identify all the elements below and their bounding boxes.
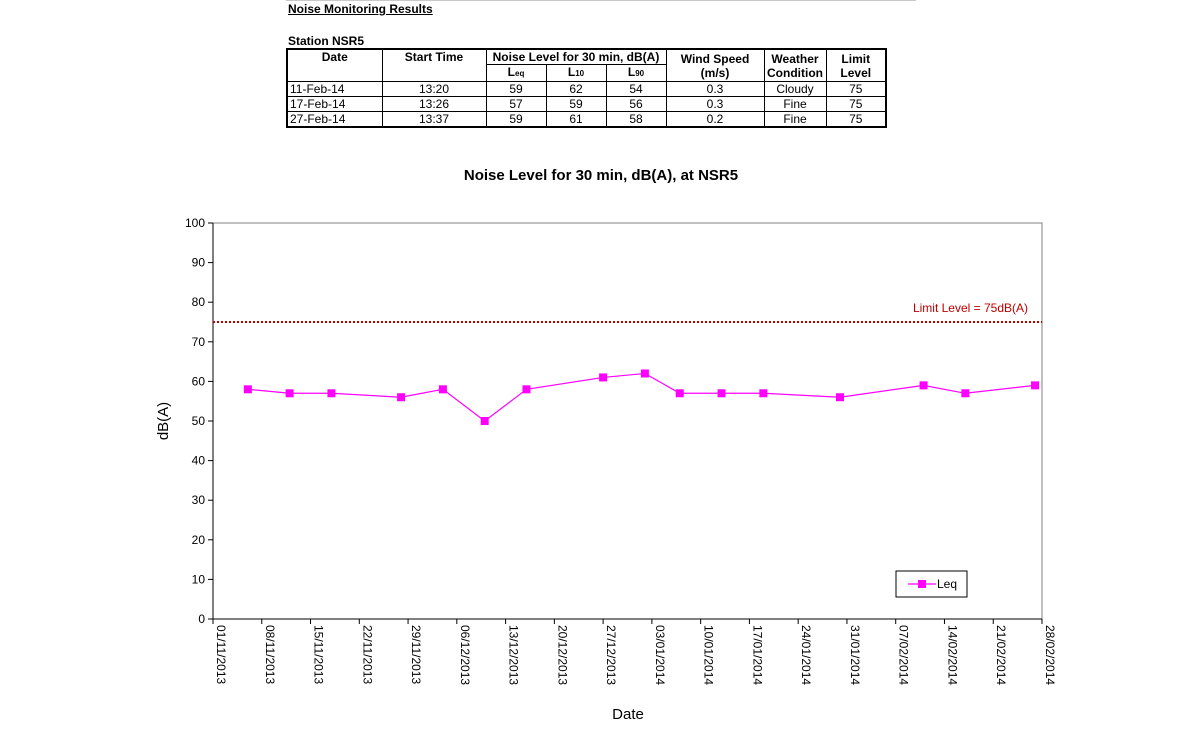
cell-l10: 61	[545, 111, 607, 128]
data-point	[480, 417, 489, 425]
table-subheader-row: Leq L10 L90	[287, 64, 886, 82]
x-tick-label: 22/11/2013	[360, 625, 374, 684]
y-tick-label: 30	[192, 493, 206, 507]
cell-wind: 0.3	[665, 96, 765, 112]
wind-unit-label: (m/s)	[700, 65, 730, 80]
plot-area	[212, 222, 1043, 620]
y-tick-label: 0	[198, 612, 205, 626]
data-point	[640, 369, 649, 378]
report-heading: Noise Monitoring Results	[288, 2, 433, 16]
l90-label: L	[627, 65, 636, 79]
y-tick-label: 20	[192, 533, 206, 547]
weather-label: Weather	[771, 51, 819, 66]
data-point	[961, 389, 970, 398]
data-point	[717, 389, 726, 398]
cell-weather: Fine	[763, 111, 827, 128]
x-tick-label: 06/12/2013	[458, 625, 472, 685]
l10-subscript: 10	[575, 69, 585, 78]
y-tick-label: 70	[192, 335, 206, 349]
x-tick-label: 08/11/2013	[263, 625, 277, 684]
data-point	[243, 385, 252, 394]
x-axis-title: Date	[612, 706, 644, 723]
x-tick-label: 27/12/2013	[604, 625, 618, 685]
cell-l90: 56	[605, 96, 667, 112]
x-tick-label: 10/01/2014	[702, 625, 716, 685]
report-section: Noise Monitoring Results Station NSR5 Da…	[286, 0, 916, 128]
results-table: Date Start Time Noise Level for 30 min, …	[286, 48, 887, 128]
x-tick-label: 13/12/2013	[507, 625, 521, 685]
y-tick-label: 90	[192, 256, 206, 270]
x-tick-label: 14/02/2014	[945, 625, 959, 685]
x-tick-label: 29/11/2013	[409, 625, 423, 684]
l10-label: L	[567, 65, 576, 79]
cell-wind: 0.3	[665, 81, 765, 97]
y-tick-label: 10	[192, 572, 206, 586]
table-row: 17-Feb-14 13:26 57 59 56 0.3 Fine 75	[286, 96, 887, 112]
cell-time: 13:26	[381, 96, 487, 112]
start-time-header: Start Time	[381, 48, 487, 82]
chart-title: Noise Level for 30 min, dB(A), at NSR5	[463, 167, 739, 184]
cell-leq: 59	[485, 111, 547, 128]
x-tick-label: 03/01/2014	[653, 625, 667, 685]
x-tick-label: 20/12/2013	[555, 625, 569, 685]
x-tick-label: 31/01/2014	[848, 625, 862, 685]
y-axis-title: dB(A)	[155, 402, 172, 440]
cell-limit: 75	[825, 81, 887, 97]
data-point	[397, 393, 406, 402]
data-point	[285, 389, 294, 398]
wind-speed-header: Wind Speed (m/s)	[665, 48, 765, 82]
series-line-leq	[247, 372, 1036, 422]
table-row: 27-Feb-14 13:37 59 61 58 0.2 Fine 75	[286, 111, 887, 128]
legend-marker	[918, 580, 926, 588]
data-point	[919, 381, 928, 390]
data-point	[675, 389, 684, 398]
station-label: Station NSR5	[288, 34, 365, 48]
l90-subscript: 90	[635, 69, 645, 78]
cell-limit: 75	[825, 96, 887, 112]
condition-label: Condition	[767, 65, 823, 80]
data-point	[438, 385, 447, 394]
x-tick-label: 17/01/2014	[750, 625, 764, 685]
data-point	[599, 373, 608, 382]
cell-date: 17-Feb-14	[286, 96, 383, 112]
data-point	[759, 389, 768, 398]
x-tick-label: 15/11/2013	[312, 625, 326, 684]
top-divider	[286, 0, 916, 1]
limit-label: Limit	[841, 51, 871, 66]
x-tick-label: 07/02/2014	[897, 625, 911, 685]
x-tick-label: 28/02/2014	[1043, 625, 1057, 685]
data-point	[327, 389, 336, 398]
leq-label: L	[507, 65, 515, 79]
cell-time: 13:37	[381, 111, 487, 128]
cell-weather: Fine	[763, 96, 827, 112]
data-point	[1031, 381, 1040, 390]
y-tick-label: 80	[192, 295, 206, 309]
cell-l90: 54	[605, 81, 667, 97]
wind-speed-label: Wind Speed	[680, 51, 750, 66]
legend-label: Leq	[937, 577, 957, 591]
cell-leq: 59	[485, 81, 547, 97]
cell-date: 27-Feb-14	[286, 111, 383, 128]
x-tick-label: 24/01/2014	[799, 625, 813, 685]
date-header: Date	[286, 48, 383, 82]
y-tick-label: 40	[192, 454, 206, 468]
cell-wind: 0.2	[665, 111, 765, 128]
y-tick-label: 60	[192, 374, 206, 388]
x-tick-label: 21/02/2014	[994, 625, 1008, 685]
table-header-row: Date Start Time Noise Level for 30 min, …	[286, 48, 887, 82]
level-label: Level	[840, 65, 872, 80]
y-tick-label: 100	[185, 216, 205, 230]
limit-label: Limit Level = 75dB(A)	[913, 301, 1028, 315]
leq-subscript: eq	[515, 69, 525, 78]
y-tick-label: 50	[192, 414, 206, 428]
x-tick-label: 01/11/2013	[214, 625, 228, 684]
data-point	[835, 393, 844, 402]
cell-limit: 75	[825, 111, 887, 128]
table-row: 11-Feb-14 13:20 59 62 54 0.3 Cloudy 75	[286, 81, 887, 97]
data-point	[522, 385, 531, 394]
